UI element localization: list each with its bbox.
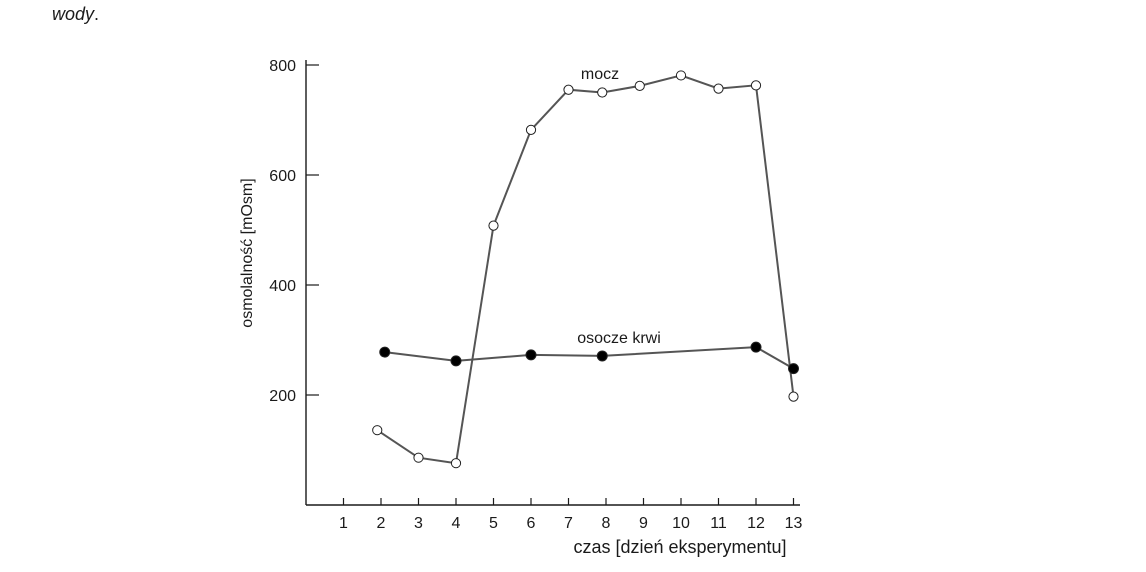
chart-axes — [305, 60, 800, 506]
x-tick-label: 11 — [710, 515, 727, 532]
data-point-mocz — [372, 425, 383, 436]
data-point-mocz — [563, 84, 574, 95]
data-point-osocze-krwi — [788, 363, 799, 375]
series-line-osocze-krwi — [384, 346, 794, 370]
data-point-mocz — [788, 391, 799, 402]
x-tick-label: 8 — [602, 515, 611, 532]
x-axis-label: czas [dzień eksperymentu] — [573, 537, 786, 557]
data-point-mocz — [413, 452, 424, 463]
y-tick-label: 400 — [269, 278, 296, 295]
x-tick-label: 4 — [452, 515, 461, 532]
x-tick-label: 13 — [785, 515, 803, 532]
data-point-mocz — [597, 87, 608, 98]
data-point-mocz — [675, 70, 687, 81]
data-point-osocze-krwi — [379, 346, 391, 358]
series-line-mocz — [376, 74, 795, 465]
x-tick-label: 7 — [564, 515, 573, 532]
x-tick-label: 12 — [747, 515, 765, 532]
fragment-punctuation: . — [94, 4, 100, 24]
series-label-mocz: mocz — [581, 66, 619, 83]
y-axis-ticks: 200 400 600 800 — [269, 58, 319, 405]
data-point-mocz — [634, 80, 645, 92]
x-tick-label: 9 — [639, 515, 648, 532]
y-tick-label: 800 — [269, 58, 296, 75]
data-point-mocz — [713, 83, 724, 94]
data-point-mocz — [450, 458, 462, 469]
preceding-text-fragment: wody. — [52, 0, 99, 28]
x-tick-label: 5 — [489, 515, 498, 532]
data-point-osocze-krwi — [525, 349, 537, 361]
y-tick-label: 600 — [269, 168, 296, 185]
series-lines — [376, 74, 795, 465]
x-tick-label: 1 — [339, 515, 348, 532]
fragment-word: wody — [52, 4, 95, 24]
data-point-osocze-krwi — [750, 341, 762, 353]
x-tick-label: 6 — [527, 515, 536, 532]
series-labels: mocz osocze krwi — [577, 66, 661, 347]
x-tick-label: 10 — [672, 515, 690, 532]
series-label-osocze-krwi: osocze krwi — [577, 330, 661, 347]
data-point-mocz — [525, 124, 537, 135]
y-axis-label: osmolalność [mOsm] — [239, 178, 256, 327]
data-point-mocz — [488, 220, 499, 231]
series-points — [372, 70, 799, 469]
data-point-osocze-krwi — [450, 355, 462, 367]
x-axis-ticks: 1 2 3 4 5 6 7 8 9 10 11 12 13 — [339, 498, 803, 532]
y-tick-label: 200 — [269, 388, 296, 405]
data-point-mocz — [750, 80, 762, 91]
x-tick-label: 3 — [414, 515, 423, 532]
data-point-osocze-krwi — [596, 350, 608, 362]
x-tick-label: 2 — [377, 515, 386, 532]
